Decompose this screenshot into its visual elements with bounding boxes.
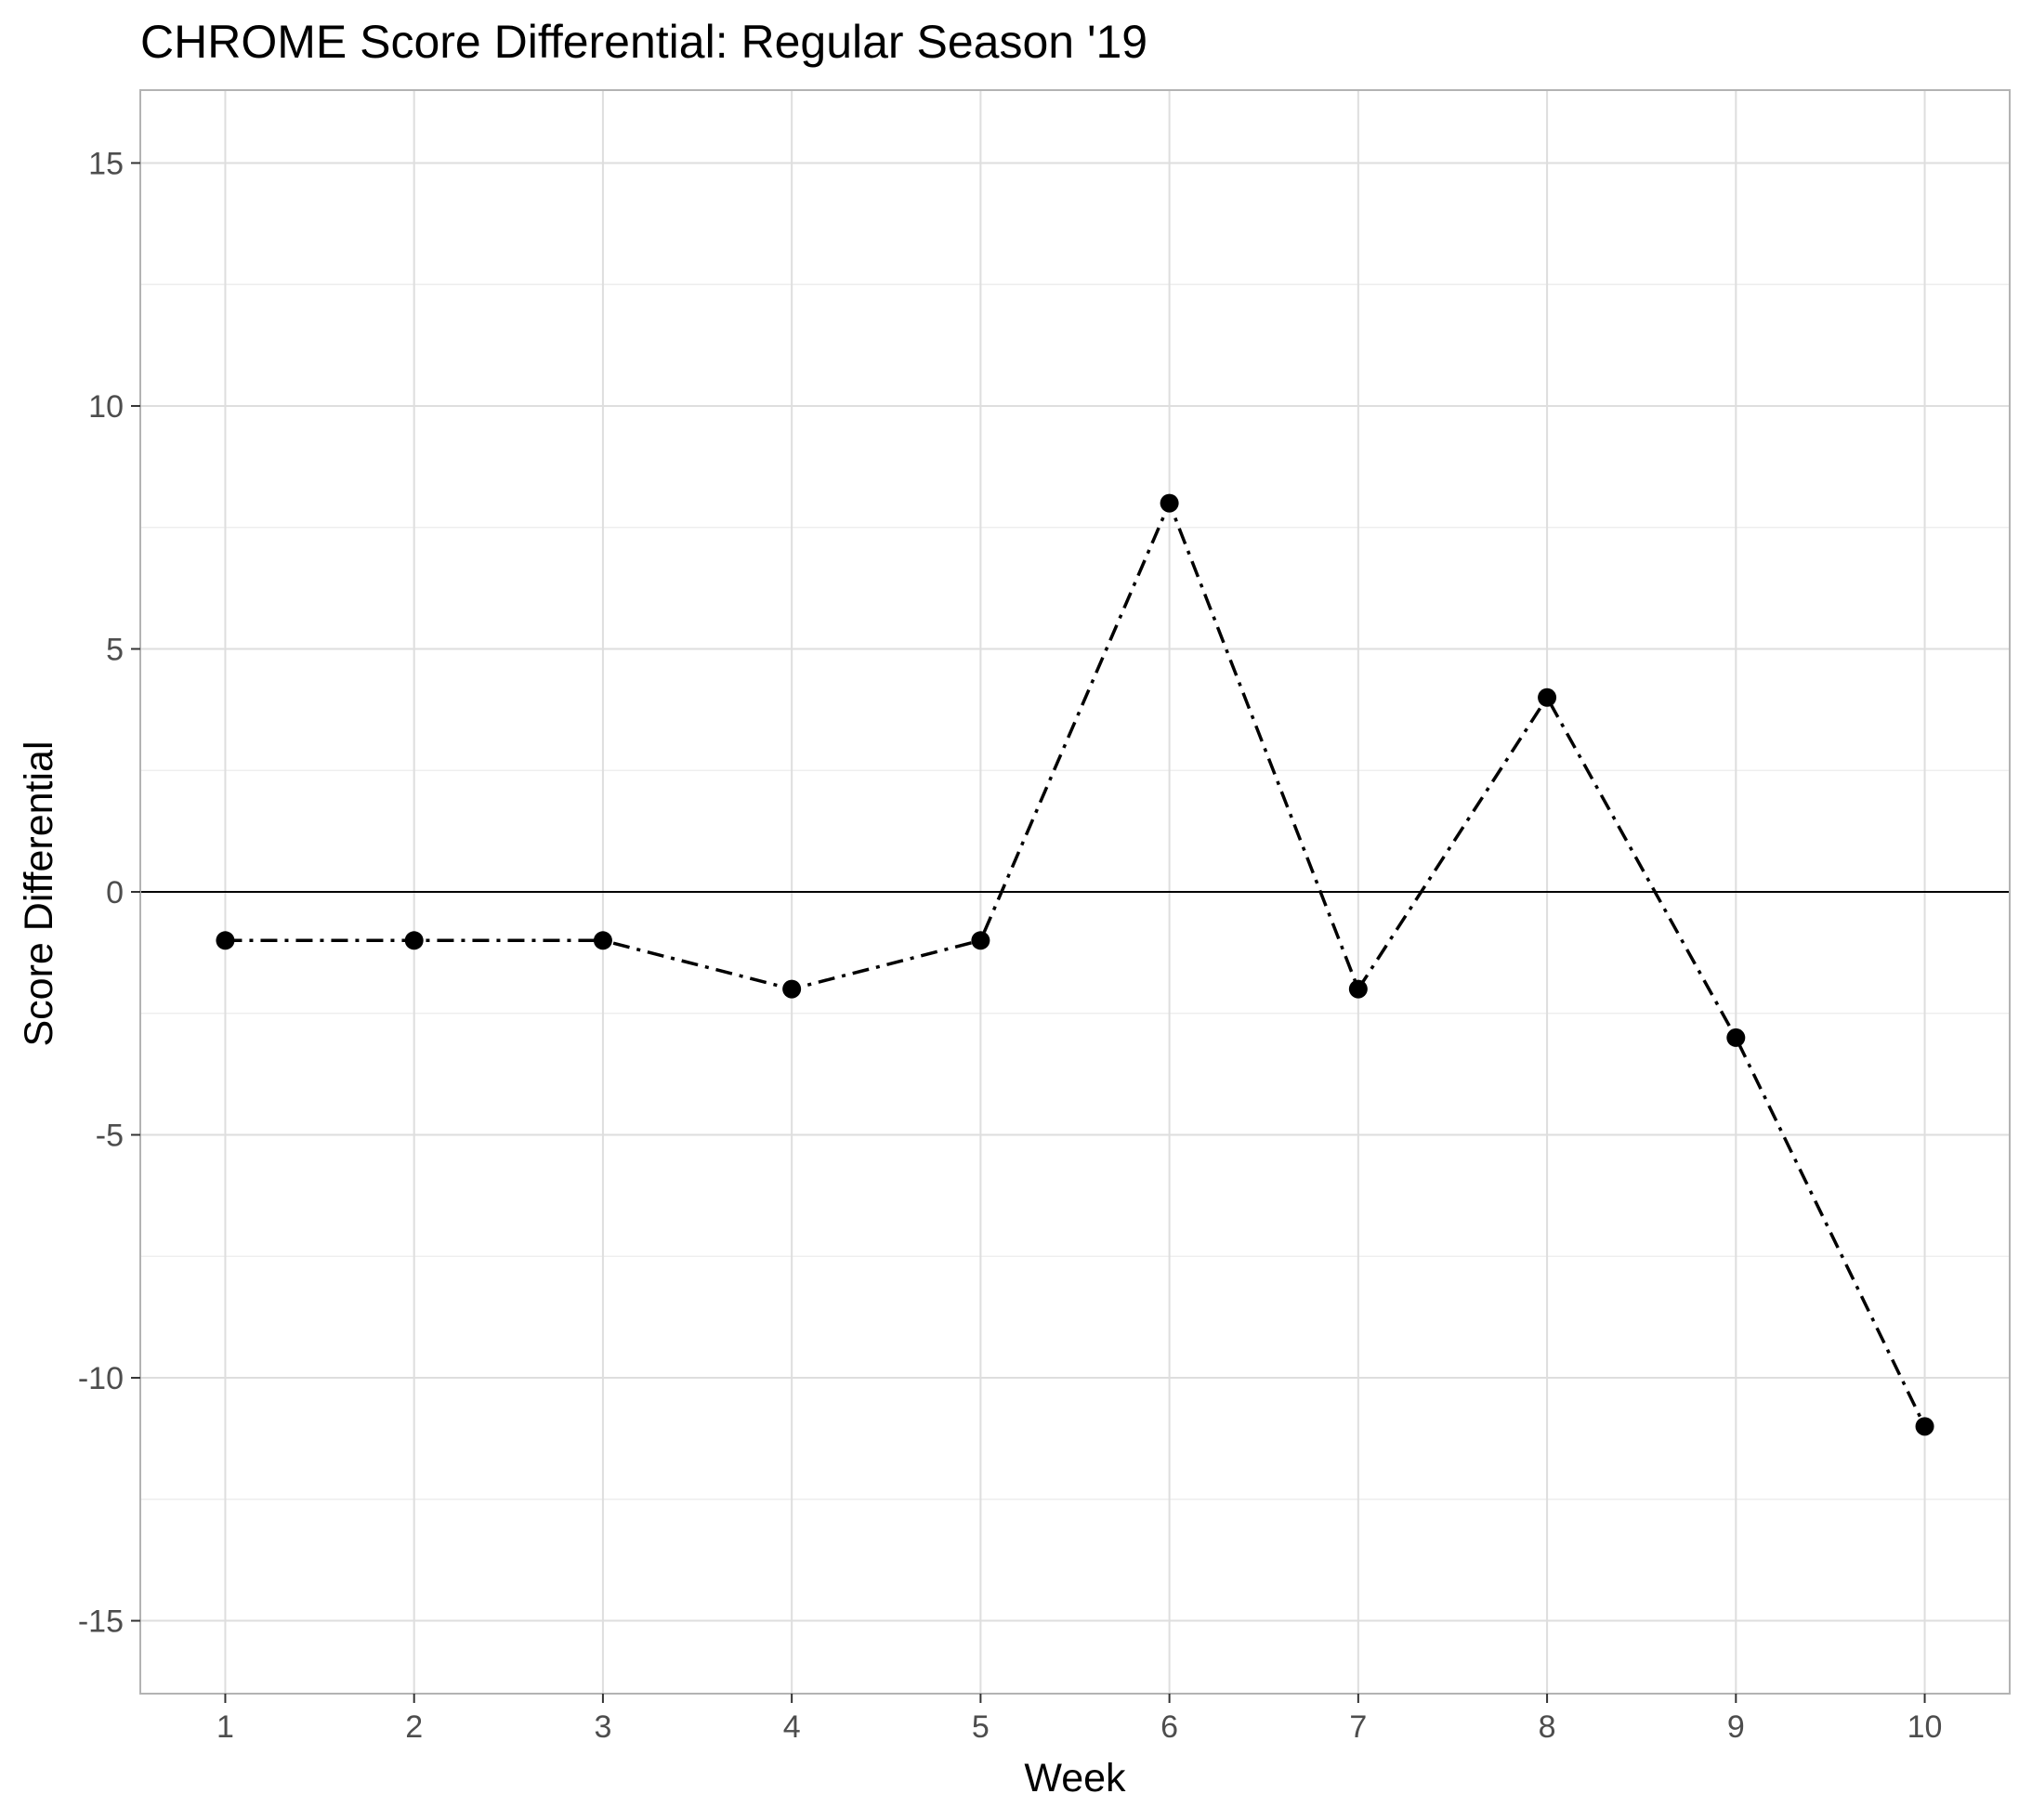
- data-point: [1348, 979, 1368, 999]
- data-point: [1538, 687, 1557, 707]
- y-tick-label: -5: [96, 1119, 124, 1154]
- y-tick-label: 10: [88, 389, 124, 425]
- x-tick-label: 9: [1727, 1709, 1745, 1745]
- x-tick-label: 6: [1160, 1709, 1178, 1745]
- data-point: [404, 931, 424, 950]
- data-point: [971, 931, 990, 950]
- x-axis-ticks: 1 2 3 4 5 6 7 8 9 10: [216, 1694, 1942, 1745]
- y-tick-label: -15: [78, 1604, 124, 1640]
- x-tick-label: 3: [594, 1709, 611, 1745]
- data-point: [782, 979, 802, 999]
- y-axis-title: Score Differential: [17, 740, 61, 1046]
- x-tick-label: 5: [972, 1709, 990, 1745]
- y-tick-label: 5: [106, 632, 124, 667]
- x-tick-label: 4: [783, 1709, 801, 1745]
- x-tick-label: 8: [1539, 1709, 1556, 1745]
- x-axis-title: Week: [1024, 1756, 1126, 1800]
- data-point: [216, 931, 235, 950]
- data-point: [1726, 1028, 1746, 1047]
- data-point: [593, 931, 612, 950]
- y-tick-label: 0: [106, 875, 124, 910]
- y-tick-label: -10: [78, 1361, 124, 1396]
- x-tick-label: 10: [1907, 1709, 1943, 1745]
- y-axis-ticks: -15 -10 -5 0 5 10 15: [78, 146, 140, 1640]
- data-point: [1160, 493, 1179, 513]
- x-tick-label: 1: [216, 1709, 234, 1745]
- series-line: [225, 501, 1927, 1428]
- y-tick-label: 15: [88, 146, 124, 181]
- series-group: [216, 493, 1934, 1436]
- chart-title: CHROME Score Differential: Regular Seaso…: [140, 16, 1147, 68]
- x-tick-label: 7: [1349, 1709, 1367, 1745]
- x-tick-label: 2: [405, 1709, 423, 1745]
- data-point: [1915, 1417, 1934, 1436]
